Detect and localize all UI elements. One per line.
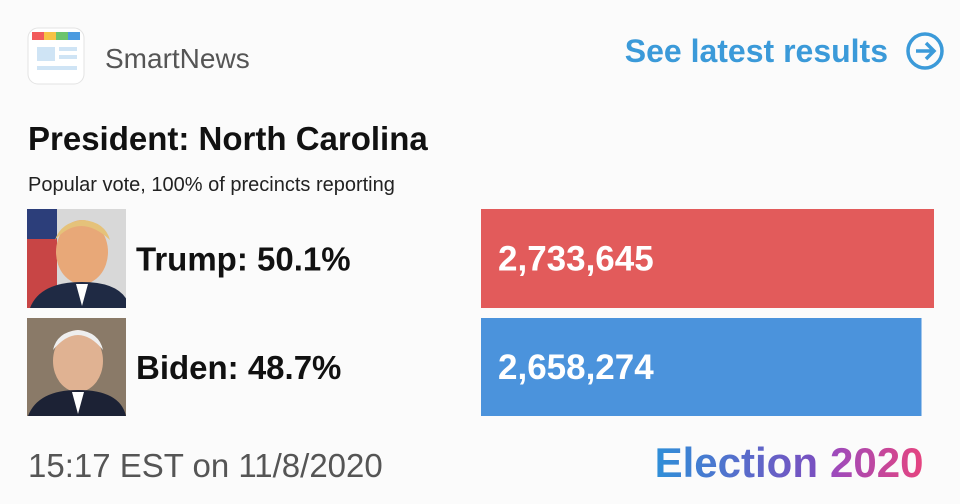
brand-year: 2020 bbox=[830, 439, 923, 486]
vote-bar bbox=[481, 209, 934, 308]
vote-bar bbox=[481, 318, 922, 416]
brand: Election bbox=[655, 439, 818, 486]
vote-count: 2,733,645 bbox=[498, 240, 654, 279]
vote-count: 2,658,274 bbox=[498, 348, 654, 387]
timestamp: 15:17 EST on 11/8/2020 bbox=[28, 447, 383, 484]
title: President: North Carolina bbox=[28, 120, 428, 157]
candidate-label: Biden: 48.7% bbox=[136, 349, 341, 386]
app-logo bbox=[27, 27, 85, 85]
trump-photo bbox=[27, 209, 126, 308]
candidate-label: Trump: 50.1% bbox=[136, 241, 351, 278]
latest-results-link[interactable]: See latest results bbox=[625, 33, 888, 69]
arrow-icon[interactable] bbox=[906, 32, 944, 70]
app-name: SmartNews bbox=[105, 43, 250, 74]
biden-photo bbox=[27, 318, 126, 416]
subtitle: Popular vote, 100% of precincts reportin… bbox=[28, 174, 395, 196]
